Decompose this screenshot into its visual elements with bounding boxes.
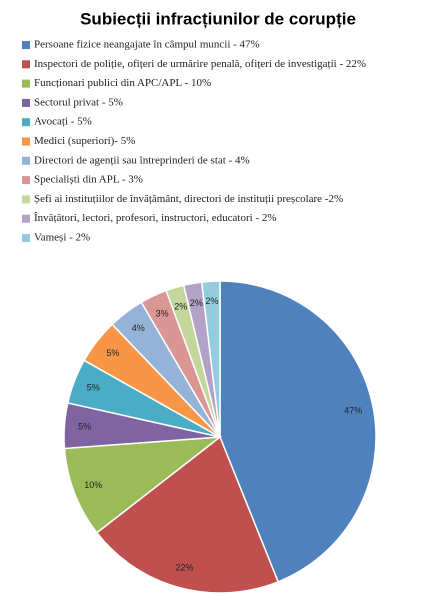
data-label: 2% (206, 296, 219, 306)
data-label: 4% (132, 323, 145, 333)
legend-swatch (22, 156, 30, 165)
chart-title: Subiecții infracțiunilor de corupție (80, 9, 356, 28)
pie-slice (63, 436, 223, 534)
legend-label: Specialiști din APL - 3% (34, 174, 143, 186)
data-label: 22% (176, 562, 194, 572)
pie-slice (219, 280, 377, 583)
legend-swatch (22, 60, 30, 69)
legend-swatch (22, 118, 30, 127)
legend-swatch (22, 137, 30, 146)
legend-swatch (22, 41, 30, 49)
legend-swatch (22, 79, 30, 88)
legend-label: Inspectori de poliție, ofițeri de urmări… (34, 58, 366, 70)
legend-label: Sectorul privat - 5% (34, 96, 123, 108)
pie-slice (200, 280, 221, 438)
legend-swatch (22, 234, 30, 242)
data-label: 5% (106, 348, 119, 358)
legend-swatch (22, 176, 30, 185)
legend-label: Șefi ai instituțiilor de învățământ, dir… (34, 193, 343, 205)
data-label: 5% (87, 383, 100, 393)
legend-label: Vameși - 2% (34, 232, 90, 244)
legend-swatch (22, 214, 30, 223)
legend-label: Directori de agenții sau întreprinderi d… (34, 154, 250, 166)
legend-label: Persoane fizice neangajate în câmpul mun… (34, 39, 260, 51)
legend-label: Medici (superiori)- 5% (34, 135, 135, 147)
data-label: 47% (344, 406, 362, 416)
legend-swatch (22, 98, 30, 107)
pie-slice (95, 435, 280, 594)
legend-swatch (22, 195, 30, 204)
legend-label: Învățători, lectori, profesori, instruct… (34, 212, 277, 224)
legend-label: Avocați - 5% (34, 116, 92, 128)
data-label: 5% (78, 421, 91, 431)
legend-label: Funcționari publici din APC/APL - 10% (34, 77, 211, 89)
data-label: 2% (174, 301, 187, 311)
data-label: 10% (84, 480, 102, 490)
data-label: 3% (156, 309, 169, 319)
data-label: 2% (190, 298, 203, 308)
